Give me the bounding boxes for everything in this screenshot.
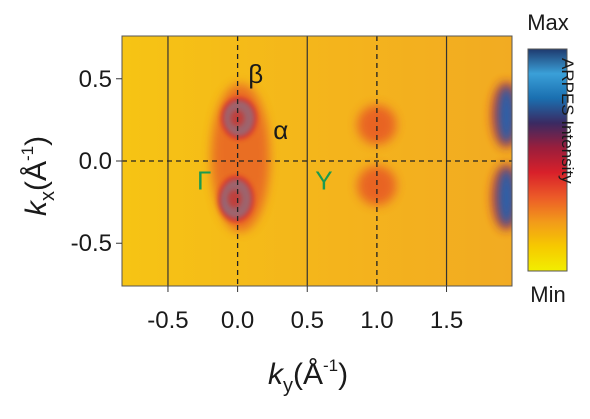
point-label-1: α bbox=[273, 115, 288, 145]
intensity-feature-4 bbox=[357, 165, 397, 206]
y-axis-ticks: 0.5 0.0 -0.5 bbox=[71, 66, 122, 257]
x-tick-label-1: 0.0 bbox=[221, 307, 254, 334]
y-axis-label-unit-close: ) bbox=[20, 136, 53, 146]
y-axis-label-main: k bbox=[20, 199, 53, 216]
point-labels: βα Γ Y bbox=[197, 59, 333, 196]
y-tick-label-1: 0.0 bbox=[79, 148, 112, 175]
colorbar-gradient bbox=[527, 48, 568, 272]
colorbar-label: ARPES Intensity bbox=[558, 58, 577, 184]
point-label-0: β bbox=[248, 59, 263, 89]
intensity-feature-5 bbox=[496, 85, 512, 145]
y-tick-label-2: -0.5 bbox=[71, 230, 112, 257]
x-axis-label: ky(Å-1) bbox=[268, 356, 348, 397]
y-axis-label: kx(Å-1) bbox=[18, 136, 59, 216]
intensity-feature-2 bbox=[211, 83, 270, 232]
x-axis-label-unit-close: ) bbox=[338, 358, 348, 391]
x-tick-label-3: 1.0 bbox=[360, 307, 393, 334]
intensity-features bbox=[211, 82, 512, 232]
intensity-feature-3 bbox=[357, 105, 397, 145]
x-tick-label-4: 1.5 bbox=[430, 307, 463, 334]
x-axis-label-sub: y bbox=[283, 375, 293, 397]
x-tick-label-2: 0.5 bbox=[291, 307, 324, 334]
grid-lines bbox=[122, 36, 512, 286]
x-tick-label-0: -0.5 bbox=[147, 307, 188, 334]
point-label-2: Γ bbox=[197, 166, 211, 196]
y-tick-label-0: 0.5 bbox=[79, 66, 112, 93]
x-axis-label-unit-sup: -1 bbox=[323, 356, 338, 375]
x-axis-ticks: -0.5 0.0 0.5 1.0 1.5 bbox=[147, 286, 463, 334]
colorbar-max-label: Max bbox=[527, 10, 569, 35]
y-axis-label-sub: x bbox=[37, 191, 59, 201]
intensity-feature-6 bbox=[496, 167, 512, 227]
point-label-3: Y bbox=[315, 166, 332, 196]
colorbar-min-label: Min bbox=[530, 282, 565, 307]
colorbar: Max ARPES Intensity Min bbox=[527, 10, 577, 307]
x-axis-label-main: k bbox=[268, 358, 285, 391]
x-axis-label-unit: (Å bbox=[293, 358, 323, 391]
y-axis-label-unit-sup: -1 bbox=[18, 146, 37, 161]
y-axis-label-unit: (Å bbox=[20, 161, 53, 191]
